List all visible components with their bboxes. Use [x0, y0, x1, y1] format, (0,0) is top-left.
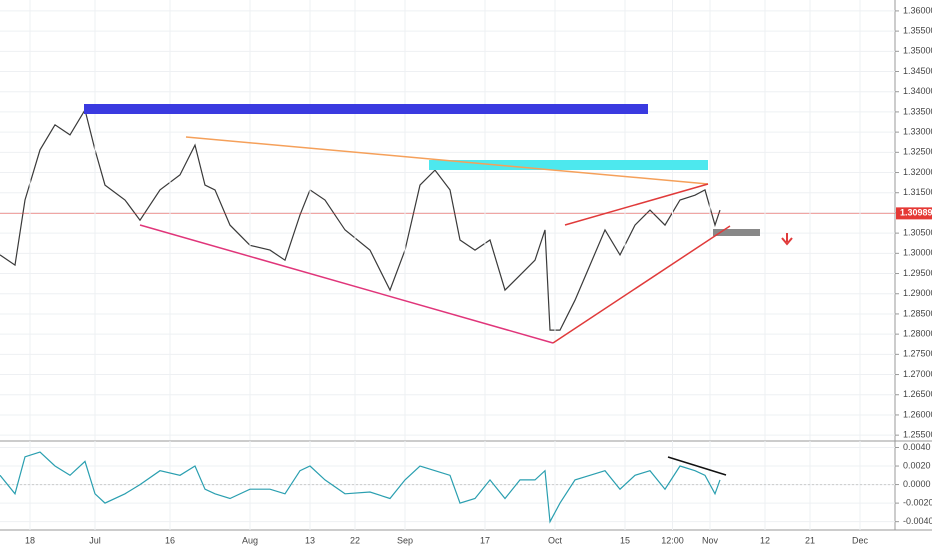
y-tick-label: 1.30000	[903, 248, 932, 258]
y-tick-label: 1.29500	[903, 268, 932, 278]
resistance-zone	[84, 104, 648, 114]
x-tick-label: 16	[165, 535, 175, 545]
trend-line	[185, 136, 709, 185]
last-price-label: 1.30989	[900, 208, 932, 218]
y-tick-label: 1.29000	[903, 288, 932, 298]
x-tick-label: 12:00	[661, 535, 684, 545]
wedge-line	[564, 183, 709, 226]
x-tick-label: Sep	[397, 535, 413, 545]
x-tick-label: 15	[620, 535, 630, 545]
y-tick-label: 0.0040	[903, 442, 931, 452]
x-tick-label: 12	[760, 535, 770, 545]
x-tick-label: Aug	[242, 535, 258, 545]
y-tick-label: 0.0000	[903, 479, 931, 489]
x-tick-label: Nov	[702, 535, 719, 545]
price-line	[0, 108, 721, 331]
supply-zone	[429, 160, 708, 170]
y-tick-label: 1.26500	[903, 389, 932, 399]
y-tick-label: 1.33500	[903, 106, 932, 116]
y-tick-label: 1.27500	[903, 349, 932, 359]
y-tick-label: 1.33000	[903, 126, 932, 136]
y-tick-label: 1.32000	[903, 167, 932, 177]
y-tick-label: 1.32500	[903, 147, 932, 157]
y-tick-label: 1.35500	[903, 25, 932, 35]
x-tick-label: 22	[350, 535, 360, 545]
y-tick-label: 1.25500	[903, 430, 932, 440]
x-tick-label: Jul	[89, 535, 101, 545]
x-tick-label: Dec	[852, 535, 869, 545]
y-tick-label: 0.0020	[903, 460, 931, 470]
y-tick-label: 1.35000	[903, 46, 932, 56]
y-tick-label: 1.28000	[903, 329, 932, 339]
y-tick-label: 1.34000	[903, 86, 932, 96]
wedge-line	[552, 225, 731, 344]
divergence-line	[667, 456, 727, 476]
down-arrow	[781, 233, 793, 246]
x-tick-label: 18	[25, 535, 35, 545]
price-line	[0, 451, 721, 524]
x-tick-label: 21	[805, 535, 815, 545]
y-tick-label: -0.0040	[903, 516, 932, 526]
x-tick-label: 17	[480, 535, 490, 545]
trend-line	[139, 224, 554, 344]
y-tick-label: 1.26000	[903, 409, 932, 419]
y-tick-label: -0.0020	[903, 497, 932, 507]
x-tick-label: Oct	[548, 535, 563, 545]
y-tick-label: 1.31500	[903, 187, 932, 197]
drawings	[84, 104, 793, 476]
y-tick-label: 1.30500	[903, 228, 932, 238]
y-tick-label: 1.28500	[903, 308, 932, 318]
y-tick-label: 1.36000	[903, 5, 932, 15]
x-tick-label: 13	[305, 535, 315, 545]
y-tick-label: 1.27000	[903, 369, 932, 379]
target-zone	[713, 229, 760, 236]
last-price-box	[896, 207, 932, 220]
y-tick-label: 1.34500	[903, 66, 932, 76]
